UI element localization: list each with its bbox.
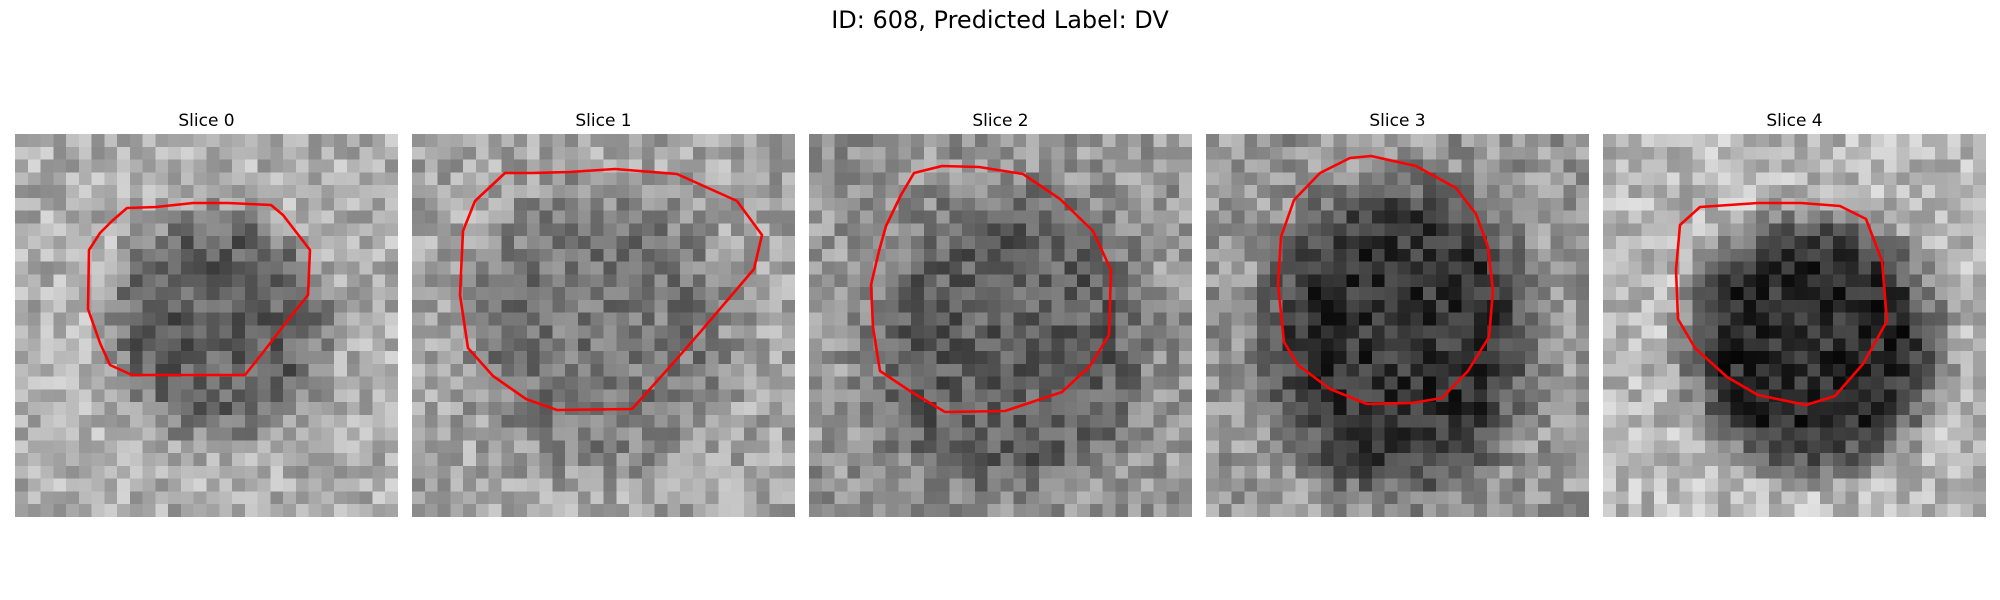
segmentation-contour (869, 164, 1113, 414)
slice-image (15, 134, 398, 517)
slice-panel-3: Slice 3 (1206, 111, 1589, 519)
segmentation-contour (1674, 201, 1889, 407)
slice-image (1603, 134, 1986, 517)
segmentation-contour (86, 201, 312, 377)
slice-title: Slice 3 (1369, 111, 1426, 131)
slice-title: Slice 0 (178, 111, 235, 131)
slice-panel-1: Slice 1 (412, 111, 795, 519)
slice-title: Slice 1 (575, 111, 632, 131)
slice-image (1206, 134, 1589, 517)
slice-panel-0: Slice 0 (15, 111, 398, 519)
slice-title: Slice 2 (972, 111, 1029, 131)
figure-title: ID: 608, Predicted Label: DV (831, 6, 1169, 34)
segmentation-contour (458, 167, 764, 412)
slice-panel-2: Slice 2 (809, 111, 1192, 519)
slice-panel-4: Slice 4 (1603, 111, 1986, 519)
segmentation-contour (1276, 154, 1495, 406)
slice-title: Slice 4 (1766, 111, 1823, 131)
